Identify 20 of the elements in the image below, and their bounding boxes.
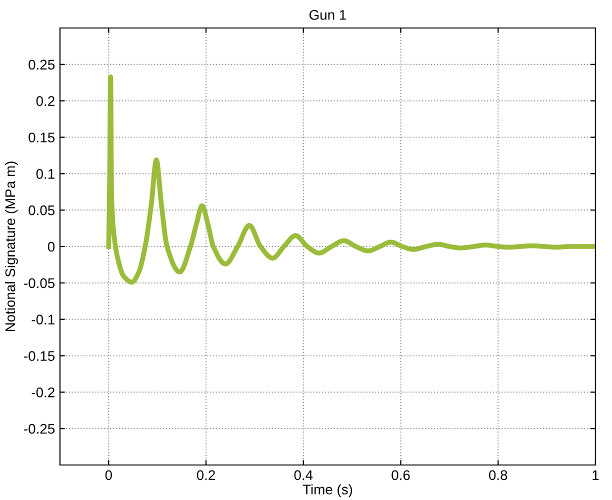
x-axis-title: Time (s) — [302, 484, 352, 498]
x-tick-label: 0.6 — [392, 470, 410, 480]
x-tick-label: 0 — [105, 470, 112, 480]
y-tick-label: -0.15 — [24, 351, 55, 361]
y-tick-label: 0.1 — [36, 169, 54, 179]
y-tick-label: 0.2 — [36, 96, 54, 106]
y-tick-label: 0.25 — [28, 60, 55, 70]
y-tick-label: 0 — [48, 242, 55, 252]
x-tick-label: 1 — [592, 470, 599, 480]
chart-title: Gun 1 — [310, 10, 346, 20]
x-tick-label: 0.8 — [489, 470, 508, 480]
y-tick-label: -0.2 — [32, 388, 54, 398]
y-tick-label: -0.05 — [24, 278, 55, 288]
y-tick-label: 0.15 — [28, 132, 55, 142]
x-tick-label: 0.2 — [196, 470, 215, 480]
y-tick-label: 0.05 — [28, 205, 55, 216]
y-axis-title: Notional Signature (MPa m) — [4, 162, 18, 332]
x-tick-label: 0.4 — [294, 470, 313, 480]
y-tick-label: -0.1 — [32, 314, 54, 325]
y-tick-label: -0.25 — [24, 424, 55, 434]
